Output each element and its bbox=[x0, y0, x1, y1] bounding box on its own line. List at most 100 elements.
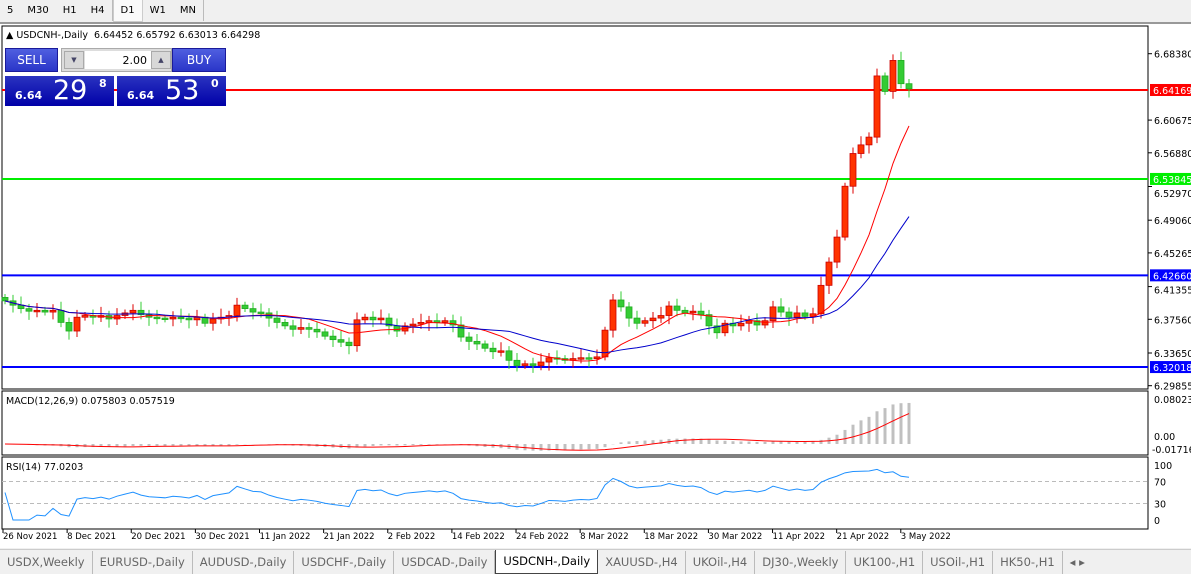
time-label: 18 Mar 2022 bbox=[644, 532, 698, 542]
candle bbox=[833, 236, 841, 263]
candle bbox=[905, 83, 913, 90]
tab-dj30-weekly[interactable]: DJ30-,Weekly bbox=[755, 551, 847, 574]
candle bbox=[641, 320, 649, 324]
rsi-axis-label: 30 bbox=[1154, 500, 1166, 511]
tab-usdchf-daily[interactable]: USDCHF-,Daily bbox=[294, 551, 395, 574]
lot-decrease-icon[interactable]: ▼ bbox=[64, 51, 84, 69]
candle bbox=[393, 325, 401, 332]
candle bbox=[625, 306, 633, 319]
price-line-label-bg bbox=[1150, 172, 1191, 185]
candle bbox=[305, 327, 313, 330]
candle bbox=[241, 304, 249, 310]
candle bbox=[41, 309, 49, 313]
candle bbox=[753, 320, 761, 326]
tab-hk50-h1[interactable]: HK50-,H1 bbox=[993, 551, 1063, 574]
tf-w1[interactable]: W1 bbox=[149, 5, 166, 16]
tab-usoil-h1[interactable]: USOil-,H1 bbox=[923, 551, 994, 574]
candle bbox=[441, 320, 449, 323]
buy-price-pips: 53 bbox=[165, 76, 200, 106]
collapse-triangle-icon[interactable]: ▲ bbox=[6, 30, 17, 41]
time-label: 24 Feb 2022 bbox=[516, 532, 569, 542]
chart-window[interactable]: 6.68380 6.60675 6.56880 6.52970 6.49060 6.452… bbox=[0, 22, 1191, 548]
sell-price-prefix: 6.64 bbox=[15, 89, 43, 102]
time-label: 3 May 2022 bbox=[901, 532, 951, 542]
tf-d1[interactable]: D1 bbox=[112, 0, 143, 22]
tf-m30[interactable]: M30 bbox=[27, 5, 49, 16]
tab-usdcad-daily[interactable]: USDCAD-,Daily bbox=[394, 551, 496, 574]
ma-fast-line bbox=[4, 125, 910, 362]
candle bbox=[529, 363, 537, 366]
symbol-ohlc: USDCNH-,Daily 6.64452 6.65792 6.63013 6.… bbox=[16, 30, 261, 41]
buy-button[interactable]: BUY bbox=[172, 48, 226, 72]
candle bbox=[577, 357, 585, 360]
time-label: 11 Apr 2022 bbox=[773, 532, 826, 542]
lot-increase-icon[interactable]: ▲ bbox=[151, 51, 171, 69]
candle bbox=[617, 299, 625, 308]
chart-canvas[interactable]: 6.68380 6.60675 6.56880 6.52970 6.49060 6.452… bbox=[0, 24, 1191, 550]
candle bbox=[721, 322, 729, 334]
sell-price-pips: 29 bbox=[53, 76, 88, 106]
candle bbox=[481, 343, 489, 349]
ma-slow-line bbox=[4, 216, 910, 354]
rsi-line bbox=[4, 468, 910, 521]
candle bbox=[825, 261, 833, 286]
tab-audusd-daily[interactable]: AUDUSD-,Daily bbox=[193, 551, 295, 574]
candle bbox=[377, 317, 385, 321]
candle bbox=[537, 361, 545, 366]
price-label: 6.41355 bbox=[1154, 285, 1191, 296]
tf-m5[interactable]: 5 bbox=[7, 5, 14, 16]
price-label: 6.29855 bbox=[1154, 382, 1191, 393]
rsi-axis-label: 70 bbox=[1154, 478, 1166, 489]
candle bbox=[345, 341, 353, 347]
sell-price[interactable]: 6.64 29 8 bbox=[5, 76, 114, 106]
tab-uk100-h1[interactable]: UK100-,H1 bbox=[846, 551, 924, 574]
tab-usdx-weekly[interactable]: USDX,Weekly bbox=[0, 551, 93, 574]
tab-xauusd-h4[interactable]: XAUUSD-,H4 bbox=[598, 551, 686, 574]
candle bbox=[761, 320, 769, 326]
candle bbox=[57, 309, 65, 323]
candle bbox=[369, 316, 377, 321]
candle bbox=[129, 309, 137, 314]
candle bbox=[321, 331, 329, 337]
candle bbox=[857, 144, 865, 154]
candle bbox=[889, 60, 897, 92]
tab-usdcnh-daily[interactable]: USDCNH-,Daily bbox=[495, 550, 599, 574]
macd-axis-label: 0.00 bbox=[1154, 432, 1175, 443]
candle bbox=[585, 357, 593, 360]
candle bbox=[185, 317, 193, 321]
tf-h4[interactable]: H4 bbox=[90, 5, 105, 16]
candle bbox=[505, 350, 513, 361]
lot-input[interactable] bbox=[85, 51, 151, 69]
tab-eurusd-daily[interactable]: EURUSD-,Daily bbox=[93, 551, 193, 574]
tab-ukoil-h4[interactable]: UKOil-,H4 bbox=[686, 551, 756, 574]
buy-price-fraction: 0 bbox=[211, 77, 219, 90]
buy-price[interactable]: 6.64 53 0 bbox=[117, 76, 226, 106]
candle bbox=[153, 316, 161, 320]
macd-signal-line bbox=[4, 413, 910, 451]
candle bbox=[249, 308, 257, 313]
candle bbox=[337, 339, 345, 343]
candle bbox=[633, 317, 641, 324]
candle bbox=[33, 309, 41, 313]
candle bbox=[513, 359, 521, 366]
price-label: 6.52970 bbox=[1154, 189, 1191, 200]
candle bbox=[177, 316, 185, 320]
candle bbox=[233, 304, 241, 316]
sell-button[interactable]: SELL bbox=[5, 48, 58, 72]
candle bbox=[865, 136, 873, 146]
price-line-label-bg bbox=[1150, 83, 1191, 96]
candle bbox=[417, 322, 425, 325]
candle bbox=[465, 336, 473, 342]
tf-h1[interactable]: H1 bbox=[62, 5, 77, 16]
price-line-label: 6.53845 bbox=[1153, 175, 1191, 186]
candle bbox=[713, 325, 721, 334]
macd-label: MACD(12,26,9) 0.075803 0.057519 bbox=[6, 396, 175, 407]
tab-scroll-icon[interactable]: ◂ ▸ bbox=[1069, 555, 1085, 569]
candle bbox=[817, 284, 825, 315]
sell-price-fraction: 8 bbox=[99, 77, 107, 90]
tf-mn[interactable]: MN bbox=[179, 5, 196, 16]
time-label: 21 Apr 2022 bbox=[837, 532, 890, 542]
candle bbox=[457, 324, 465, 338]
candle bbox=[65, 322, 73, 332]
rsi-axis-label: 0 bbox=[1154, 516, 1160, 527]
